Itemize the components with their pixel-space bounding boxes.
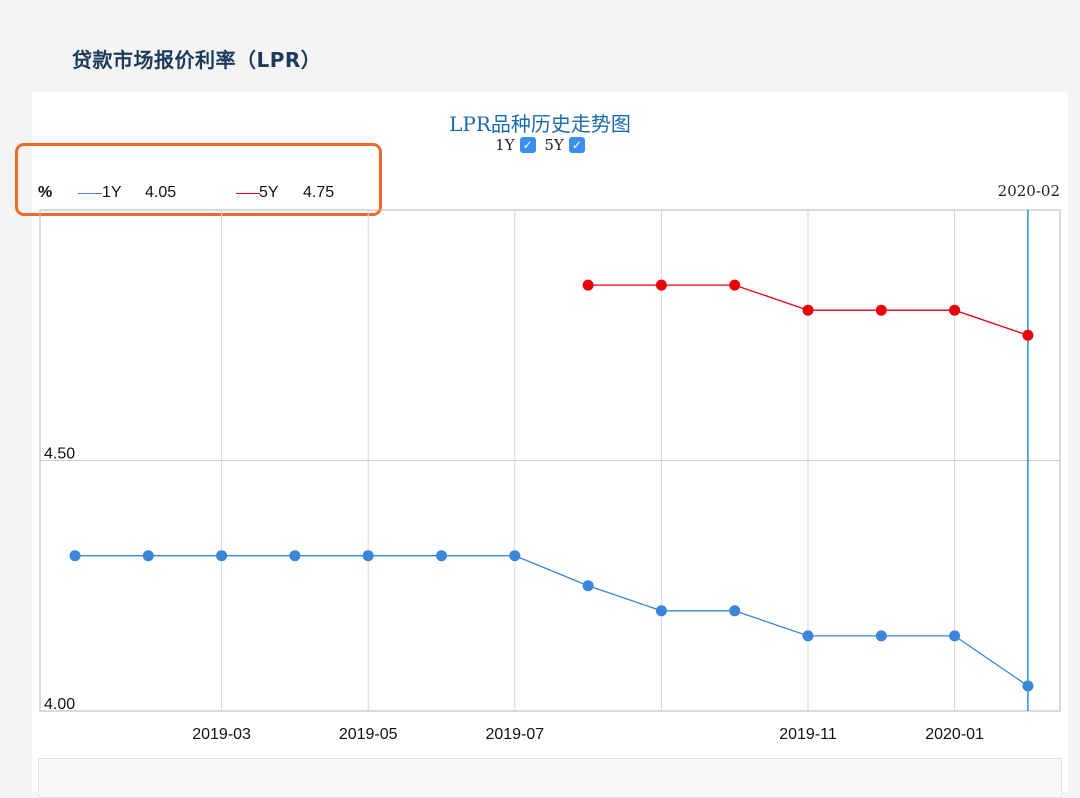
data-point-1y: [949, 630, 961, 642]
y-tick-label: 4.00: [44, 696, 75, 713]
series-toggles: 1Y ✓ 5Y ✓: [0, 136, 1080, 154]
legend-5y-value: 4.75: [303, 184, 335, 201]
highlight-box: [15, 143, 382, 216]
checkbox-5y-icon[interactable]: ✓: [568, 137, 585, 153]
plot-area-border: [39, 209, 1061, 712]
legend-5y-swatch: [236, 193, 260, 194]
data-point-1y: [875, 630, 887, 642]
crosshair-date-label: 2020-02: [997, 182, 1060, 200]
data-point-5y: [949, 304, 961, 316]
data-point-1y: [142, 550, 154, 562]
page-title: 贷款市场报价利率（LPR）: [72, 48, 322, 72]
x-tick-label: 2019-03: [192, 726, 251, 743]
data-point-1y: [509, 550, 521, 562]
data-point-1y: [802, 630, 814, 642]
chart-title: LPR品种历史走势图: [449, 112, 631, 136]
data-point-5y: [582, 279, 594, 291]
y-tick-label: 4.50: [44, 446, 75, 463]
toggle-1y-label: 1Y: [495, 136, 515, 154]
data-point-5y: [875, 304, 887, 316]
x-tick-label: 2020-01: [925, 726, 984, 743]
toggle-5y[interactable]: 5Y ✓: [544, 136, 585, 154]
data-point-1y: [582, 580, 594, 592]
series-line-1y: [75, 555, 1029, 687]
data-point-5y: [729, 279, 741, 291]
data-point-5y: [655, 279, 667, 291]
data-point-1y: [216, 550, 228, 562]
unit-label: %: [38, 184, 53, 201]
data-point-1y: [362, 550, 374, 562]
range-slider-area[interactable]: [38, 758, 1062, 798]
chart-panel: [32, 92, 1068, 792]
data-point-5y: [802, 304, 814, 316]
data-point-1y: [436, 550, 447, 562]
x-tick-label: 2019-11: [779, 726, 837, 743]
data-point-5y: [1022, 329, 1034, 341]
legend-1y-name: 1Y: [102, 184, 122, 201]
toggle-1y[interactable]: 1Y ✓: [495, 136, 536, 154]
data-point-1y: [729, 605, 741, 617]
legend-5y-name: 5Y: [259, 184, 279, 201]
checkbox-1y-icon[interactable]: ✓: [519, 137, 536, 153]
data-point-1y: [655, 605, 667, 617]
data-point-1y: [69, 550, 81, 562]
legend-1y-value: 4.05: [145, 184, 177, 201]
x-tick-label: 2019-05: [339, 726, 398, 743]
data-point-1y: [289, 550, 301, 562]
data-point-1y: [1022, 680, 1034, 692]
toggle-5y-label: 5Y: [544, 136, 564, 154]
x-tick-label: 2019-07: [485, 726, 544, 743]
legend-1y-swatch: [78, 193, 102, 194]
